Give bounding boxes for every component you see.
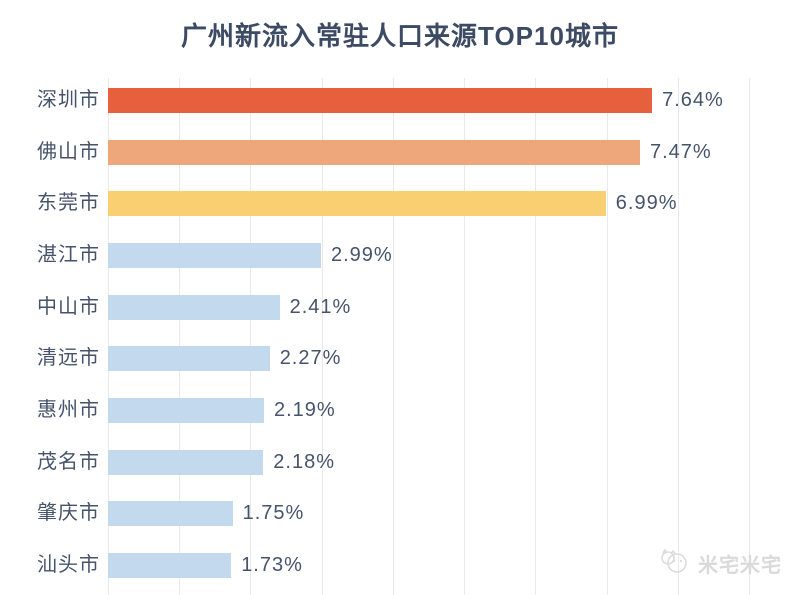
bar — [108, 243, 321, 268]
value-label: 6.99% — [615, 192, 678, 215]
value-label: 7.64% — [662, 89, 724, 111]
gridline — [677, 78, 679, 595]
gridline — [606, 78, 608, 595]
gridline — [535, 78, 537, 595]
bar — [108, 139, 640, 165]
bar-row: 肇庆市 1.75% — [0, 501, 800, 527]
value-label: 2.18% — [273, 450, 336, 473]
bar — [108, 88, 653, 113]
gridline — [749, 78, 750, 595]
bar-row: 惠州市 2.19% — [0, 398, 800, 423]
bar — [108, 552, 232, 578]
bar-row: 中山市 2.41% — [0, 294, 800, 320]
gridline — [321, 78, 323, 595]
category-label: 肇庆市 — [37, 502, 100, 525]
category-label: 佛山市 — [37, 140, 100, 163]
value-label: 1.73% — [241, 553, 303, 576]
bar-row: 佛山市 7.47% — [0, 139, 800, 165]
bar-row: 湛江市 2.99% — [0, 243, 800, 268]
bar — [108, 294, 280, 320]
bar — [108, 501, 233, 527]
bar-row: 深圳市 7.64% — [0, 88, 800, 113]
value-label: 2.27% — [279, 347, 342, 370]
plot-area — [108, 78, 750, 595]
value-label: 2.19% — [274, 399, 336, 421]
bar-row: 东莞市 6.99% — [0, 191, 800, 217]
gridline — [392, 78, 394, 595]
category-label: 惠州市 — [37, 399, 100, 421]
bar — [108, 398, 264, 423]
bar — [108, 449, 264, 475]
category-label: 东莞市 — [37, 192, 100, 215]
category-label: 湛江市 — [37, 244, 100, 266]
gridline — [464, 78, 466, 595]
value-label: 2.41% — [289, 295, 352, 318]
category-label: 深圳市 — [37, 89, 100, 111]
bar-row: 清远市 2.27% — [0, 346, 800, 372]
chart-title: 广州新流入常驻人口来源TOP10城市 — [181, 21, 619, 51]
category-label: 中山市 — [37, 295, 100, 318]
value-label: 7.47% — [650, 140, 712, 163]
gridline — [179, 78, 181, 595]
bar-row: 汕头市 1.73% — [0, 552, 800, 578]
category-label: 清远市 — [37, 347, 100, 370]
gridline — [108, 78, 109, 595]
bar-row: 茂名市 2.18% — [0, 449, 800, 475]
bar — [108, 346, 270, 372]
bar — [108, 191, 606, 217]
category-label: 茂名市 — [37, 450, 100, 473]
value-label: 2.99% — [331, 244, 393, 266]
category-label: 汕头市 — [37, 553, 100, 576]
value-label: 1.75% — [242, 502, 305, 525]
gridline — [250, 78, 252, 595]
